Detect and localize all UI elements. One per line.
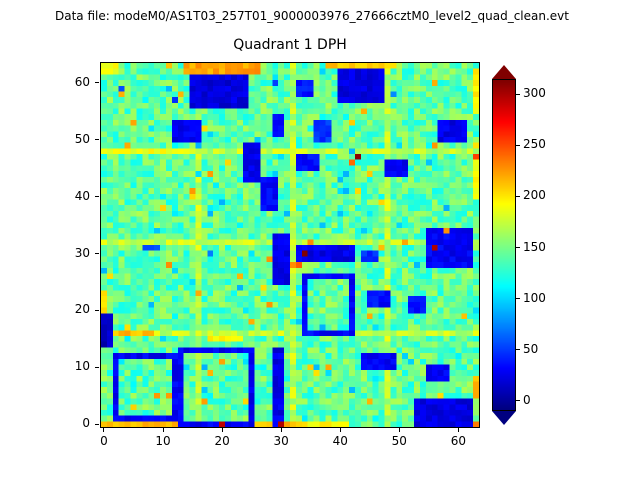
colorbar-tick-mark [516,195,520,197]
x-tick-mark [221,428,223,432]
axes-frame [100,62,480,428]
x-tick-mark [103,428,105,432]
y-tick-label: 30 [74,245,90,260]
data-file-label: Data file: modeM0/AS1T03_257T01_90000039… [55,9,569,23]
colorbar-tick-mark [516,298,520,300]
colorbar-tick-label: 50 [523,341,539,356]
x-tick-mark [162,428,164,432]
x-tick-mark [339,428,341,432]
colorbar-gradient [492,79,516,411]
y-tick-label: 60 [74,74,90,89]
y-tick-mark [95,309,99,311]
colorbar-tick-mark [516,349,520,351]
x-tick-label: 20 [214,434,230,448]
x-tick-mark [457,428,459,432]
colorbar-tick-label: 150 [523,239,546,254]
y-tick-label: 50 [74,131,90,146]
colorbar-tick-label: 100 [523,290,546,305]
x-tick-label: 10 [155,434,171,448]
y-tick-label: 0 [82,416,90,431]
y-tick-mark [95,366,99,368]
colorbar-tick-mark [516,247,520,249]
y-tick-label: 40 [74,188,90,203]
colorbar-upper-arrow [492,65,516,79]
y-tick-mark [95,82,99,84]
x-tick-label: 60 [450,434,466,448]
x-tick-label: 40 [332,434,348,448]
colorbar-lower-arrow [492,411,516,425]
colorbar-tick-label: 250 [523,137,546,152]
y-tick-mark [95,253,99,255]
y-tick-mark [95,423,99,425]
chart-title: Quadrant 1 DPH [233,37,347,53]
x-tick-label: 0 [100,434,108,448]
colorbar-tick-mark [516,144,520,146]
colorbar-tick-label: 0 [523,392,531,407]
colorbar-tick-label: 200 [523,188,546,203]
colorbar-tick-label: 300 [523,86,546,101]
x-tick-label: 50 [391,434,407,448]
heatmap-canvas [101,63,479,427]
y-tick-label: 20 [74,302,90,317]
colorbar-tick-mark [516,93,520,95]
y-tick-label: 10 [74,359,90,374]
y-tick-mark [95,139,99,141]
x-tick-mark [280,428,282,432]
y-tick-mark [95,196,99,198]
x-tick-mark [398,428,400,432]
x-tick-label: 30 [273,434,289,448]
colorbar-tick-mark [516,400,520,402]
